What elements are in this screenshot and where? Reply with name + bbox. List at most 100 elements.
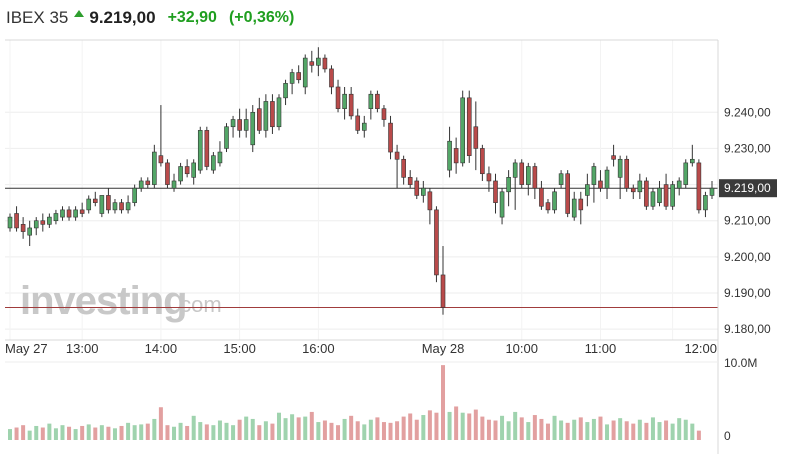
volume-bar	[578, 417, 583, 440]
candle-body	[598, 180, 603, 189]
candle-body	[480, 148, 485, 175]
candle-body	[237, 119, 242, 131]
candle-body	[506, 177, 511, 193]
x-tick-label: 12:00	[684, 341, 717, 356]
volume-bar	[211, 425, 216, 440]
volume-bar	[53, 428, 58, 440]
volume-bar	[408, 413, 413, 440]
candle-body	[99, 195, 105, 214]
volume-bar	[414, 419, 419, 440]
investing-watermark: investing .com	[20, 279, 222, 323]
volume-bar	[283, 418, 288, 440]
volume-bar	[73, 429, 78, 440]
candle-body	[243, 119, 249, 131]
y-tick-label: 9.180,00	[724, 322, 771, 336]
volume-bar	[290, 414, 295, 440]
candle-body	[289, 72, 295, 84]
candle-body	[637, 180, 643, 193]
candle-body	[14, 213, 19, 229]
volume-bar	[480, 416, 485, 440]
quote-header: IBEX 35 9.219,00 +32,90 (+0,36%)	[6, 4, 294, 32]
candle-body	[670, 184, 675, 207]
volume-bar	[316, 422, 321, 440]
candle-body	[165, 162, 170, 185]
up-arrow-icon	[74, 9, 85, 17]
volume-bar	[270, 423, 275, 440]
volume-bar	[572, 419, 577, 440]
candle-body	[466, 97, 472, 156]
volume-bar	[185, 425, 190, 440]
candle-body	[486, 173, 492, 182]
y-tick-label: 9.210,00	[724, 214, 771, 228]
candle-body	[53, 213, 59, 222]
candle-body	[191, 162, 197, 178]
volume-bar	[349, 415, 354, 440]
candle-body	[60, 209, 65, 218]
volume-bar	[244, 416, 249, 440]
volume-bar	[198, 422, 203, 440]
candle-body	[493, 180, 498, 203]
candle-body	[696, 162, 702, 211]
volume-zero-label: 0	[724, 429, 731, 443]
volume-bar	[657, 422, 662, 440]
x-tick-label: 16:00	[302, 341, 335, 356]
candle-body	[66, 209, 72, 218]
volume-bar	[624, 421, 629, 440]
candle-body	[525, 166, 531, 185]
volume-bar	[172, 426, 177, 440]
volume-bar	[605, 424, 610, 440]
volume-bar	[34, 425, 39, 440]
volume-bar	[690, 423, 695, 440]
volume-bar	[191, 415, 196, 440]
x-tick-label: 14:00	[145, 341, 178, 356]
candle-body	[630, 187, 636, 193]
candle-body	[322, 57, 328, 70]
volume-max-label: 10.0M	[724, 356, 757, 370]
last-price-tag-label: 9.219,00	[724, 181, 771, 195]
candle-body	[545, 202, 551, 211]
volume-bar	[565, 422, 570, 440]
candle-body	[421, 187, 426, 196]
watermark-suffix: .com	[174, 292, 222, 317]
x-tick-label: 10:00	[505, 341, 538, 356]
volume-bar	[8, 429, 12, 440]
candle-body	[519, 162, 525, 185]
volume-bar	[585, 422, 590, 440]
x-tick-label: May 28	[422, 341, 465, 356]
volume-bar	[493, 420, 498, 440]
candle-body	[47, 216, 52, 225]
candle-body	[617, 158, 623, 178]
candle-body	[447, 140, 452, 171]
candle-body	[230, 119, 236, 128]
candle-body	[171, 180, 177, 189]
candle-body	[375, 93, 380, 109]
volume-bar	[158, 407, 163, 440]
volume-bar	[637, 419, 642, 440]
volume-bar	[473, 409, 478, 440]
candle-body	[211, 155, 216, 171]
candle-body	[453, 148, 459, 164]
candle-body	[401, 158, 406, 178]
candle-body	[119, 202, 124, 211]
last-price: 9.219,00	[89, 8, 156, 27]
volume-bar	[132, 425, 137, 440]
volume-bar	[126, 422, 131, 440]
volume-bar	[336, 425, 341, 440]
price-change: +32,90	[167, 9, 217, 26]
candle-body	[499, 191, 505, 218]
volume-bar	[421, 415, 426, 440]
volume-bar	[342, 418, 347, 440]
volume-bar	[545, 423, 550, 440]
candle-body	[302, 57, 308, 88]
candle-body	[33, 220, 39, 229]
candle-body	[197, 130, 203, 171]
volume-bar	[93, 427, 98, 440]
volume-bar	[375, 417, 380, 440]
candle-body	[578, 198, 584, 211]
volume-bar	[362, 424, 367, 440]
candle-body	[86, 198, 92, 211]
volume-bar	[14, 427, 19, 440]
volume-bar	[86, 424, 91, 440]
candle-body	[690, 158, 695, 164]
